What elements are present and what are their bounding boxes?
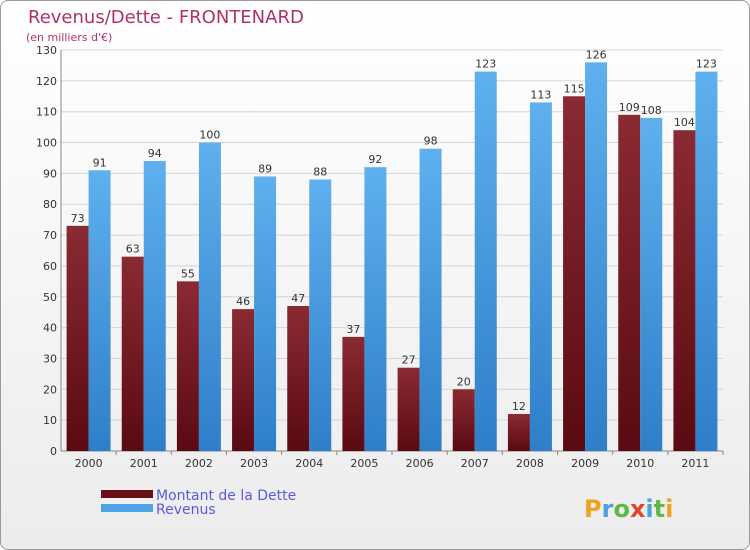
value-label-revenus: 108 [641, 104, 662, 117]
x-tick-label: 2011 [681, 457, 709, 470]
bar-debt [66, 225, 89, 451]
bar-revenus [143, 161, 166, 452]
x-tick-label: 2002 [185, 457, 213, 470]
bar-debt [563, 96, 586, 452]
value-label-revenus: 92 [368, 153, 382, 166]
x-tick-label: 2009 [571, 457, 599, 470]
legend-label-debt: Montant de la Dette [156, 488, 296, 504]
value-label-revenus: 113 [530, 88, 551, 101]
bar-debt [397, 367, 420, 451]
value-label-debt: 55 [181, 267, 195, 280]
x-tick-label: 2004 [295, 457, 323, 470]
y-tick-label: 60 [43, 260, 57, 273]
bar-debt [287, 306, 310, 451]
chart-title: Revenus/Dette - FRONTENARD [28, 7, 304, 28]
value-label-revenus: 89 [258, 162, 272, 175]
y-tick-label: 110 [36, 106, 57, 119]
bar-debt [176, 281, 199, 451]
x-tick-label: 2000 [75, 457, 103, 470]
y-tick-label: 130 [36, 44, 57, 57]
value-label-debt: 46 [236, 295, 250, 308]
value-label-debt: 37 [346, 323, 360, 336]
x-tick-label: 2005 [350, 457, 378, 470]
y-tick-label: 100 [36, 137, 57, 150]
value-label-revenus: 123 [475, 58, 496, 71]
bar-revenus [88, 170, 111, 452]
value-label-revenus: 91 [93, 156, 107, 169]
y-tick-label: 20 [43, 383, 57, 396]
proxiti-logo: Proxiti [584, 495, 673, 523]
value-label-debt: 104 [674, 116, 695, 129]
value-label-debt: 109 [619, 101, 640, 114]
y-tick-label: 90 [43, 167, 57, 180]
legend-swatch-debt [101, 490, 153, 498]
bar-revenus [419, 148, 442, 451]
y-tick-label: 70 [43, 229, 57, 242]
value-label-debt: 73 [71, 212, 85, 225]
bar-revenus [364, 167, 387, 451]
bar-debt [452, 389, 475, 451]
bar-revenus [640, 117, 663, 451]
bar-revenus [474, 71, 497, 451]
value-label-revenus: 94 [148, 147, 162, 160]
legend-swatch-revenus [101, 504, 153, 512]
x-tick-label: 2008 [516, 457, 544, 470]
bar-revenus [198, 142, 221, 452]
value-label-revenus: 126 [586, 48, 607, 61]
bar-debt [232, 309, 255, 451]
value-label-debt: 20 [457, 375, 471, 388]
chart-subtitle: (en milliers d'€) [26, 31, 112, 44]
bar-revenus [585, 62, 608, 451]
y-tick-label: 0 [50, 445, 57, 458]
value-label-revenus: 88 [313, 166, 327, 179]
value-label-debt: 27 [402, 354, 416, 367]
y-tick-label: 80 [43, 198, 57, 211]
x-tick-label: 2003 [240, 457, 268, 470]
y-tick-label: 30 [43, 352, 57, 365]
value-label-debt: 63 [126, 243, 140, 256]
x-tick-label: 2001 [130, 457, 158, 470]
bar-revenus [529, 102, 552, 451]
value-label-debt: 115 [564, 82, 585, 95]
bar-debt [673, 130, 696, 451]
bar-revenus [695, 71, 718, 451]
bar-debt [342, 336, 365, 451]
y-tick-label: 40 [43, 322, 57, 335]
bar-revenus [254, 176, 277, 451]
value-label-revenus: 98 [424, 135, 438, 148]
value-label-debt: 12 [512, 400, 526, 413]
x-tick-label: 2006 [406, 457, 434, 470]
y-tick-label: 10 [43, 414, 57, 427]
value-label-revenus: 123 [696, 58, 717, 71]
x-tick-label: 2010 [626, 457, 654, 470]
legend-label-revenus: Revenus [156, 502, 216, 518]
bar-debt [507, 413, 530, 451]
y-tick-label: 50 [43, 291, 57, 304]
value-label-debt: 47 [291, 292, 305, 305]
y-tick-label: 120 [36, 75, 57, 88]
bar-debt [121, 256, 144, 451]
bar-debt [618, 114, 641, 452]
value-label-revenus: 100 [199, 129, 220, 142]
x-tick-label: 2007 [461, 457, 489, 470]
bar-revenus [309, 179, 332, 452]
